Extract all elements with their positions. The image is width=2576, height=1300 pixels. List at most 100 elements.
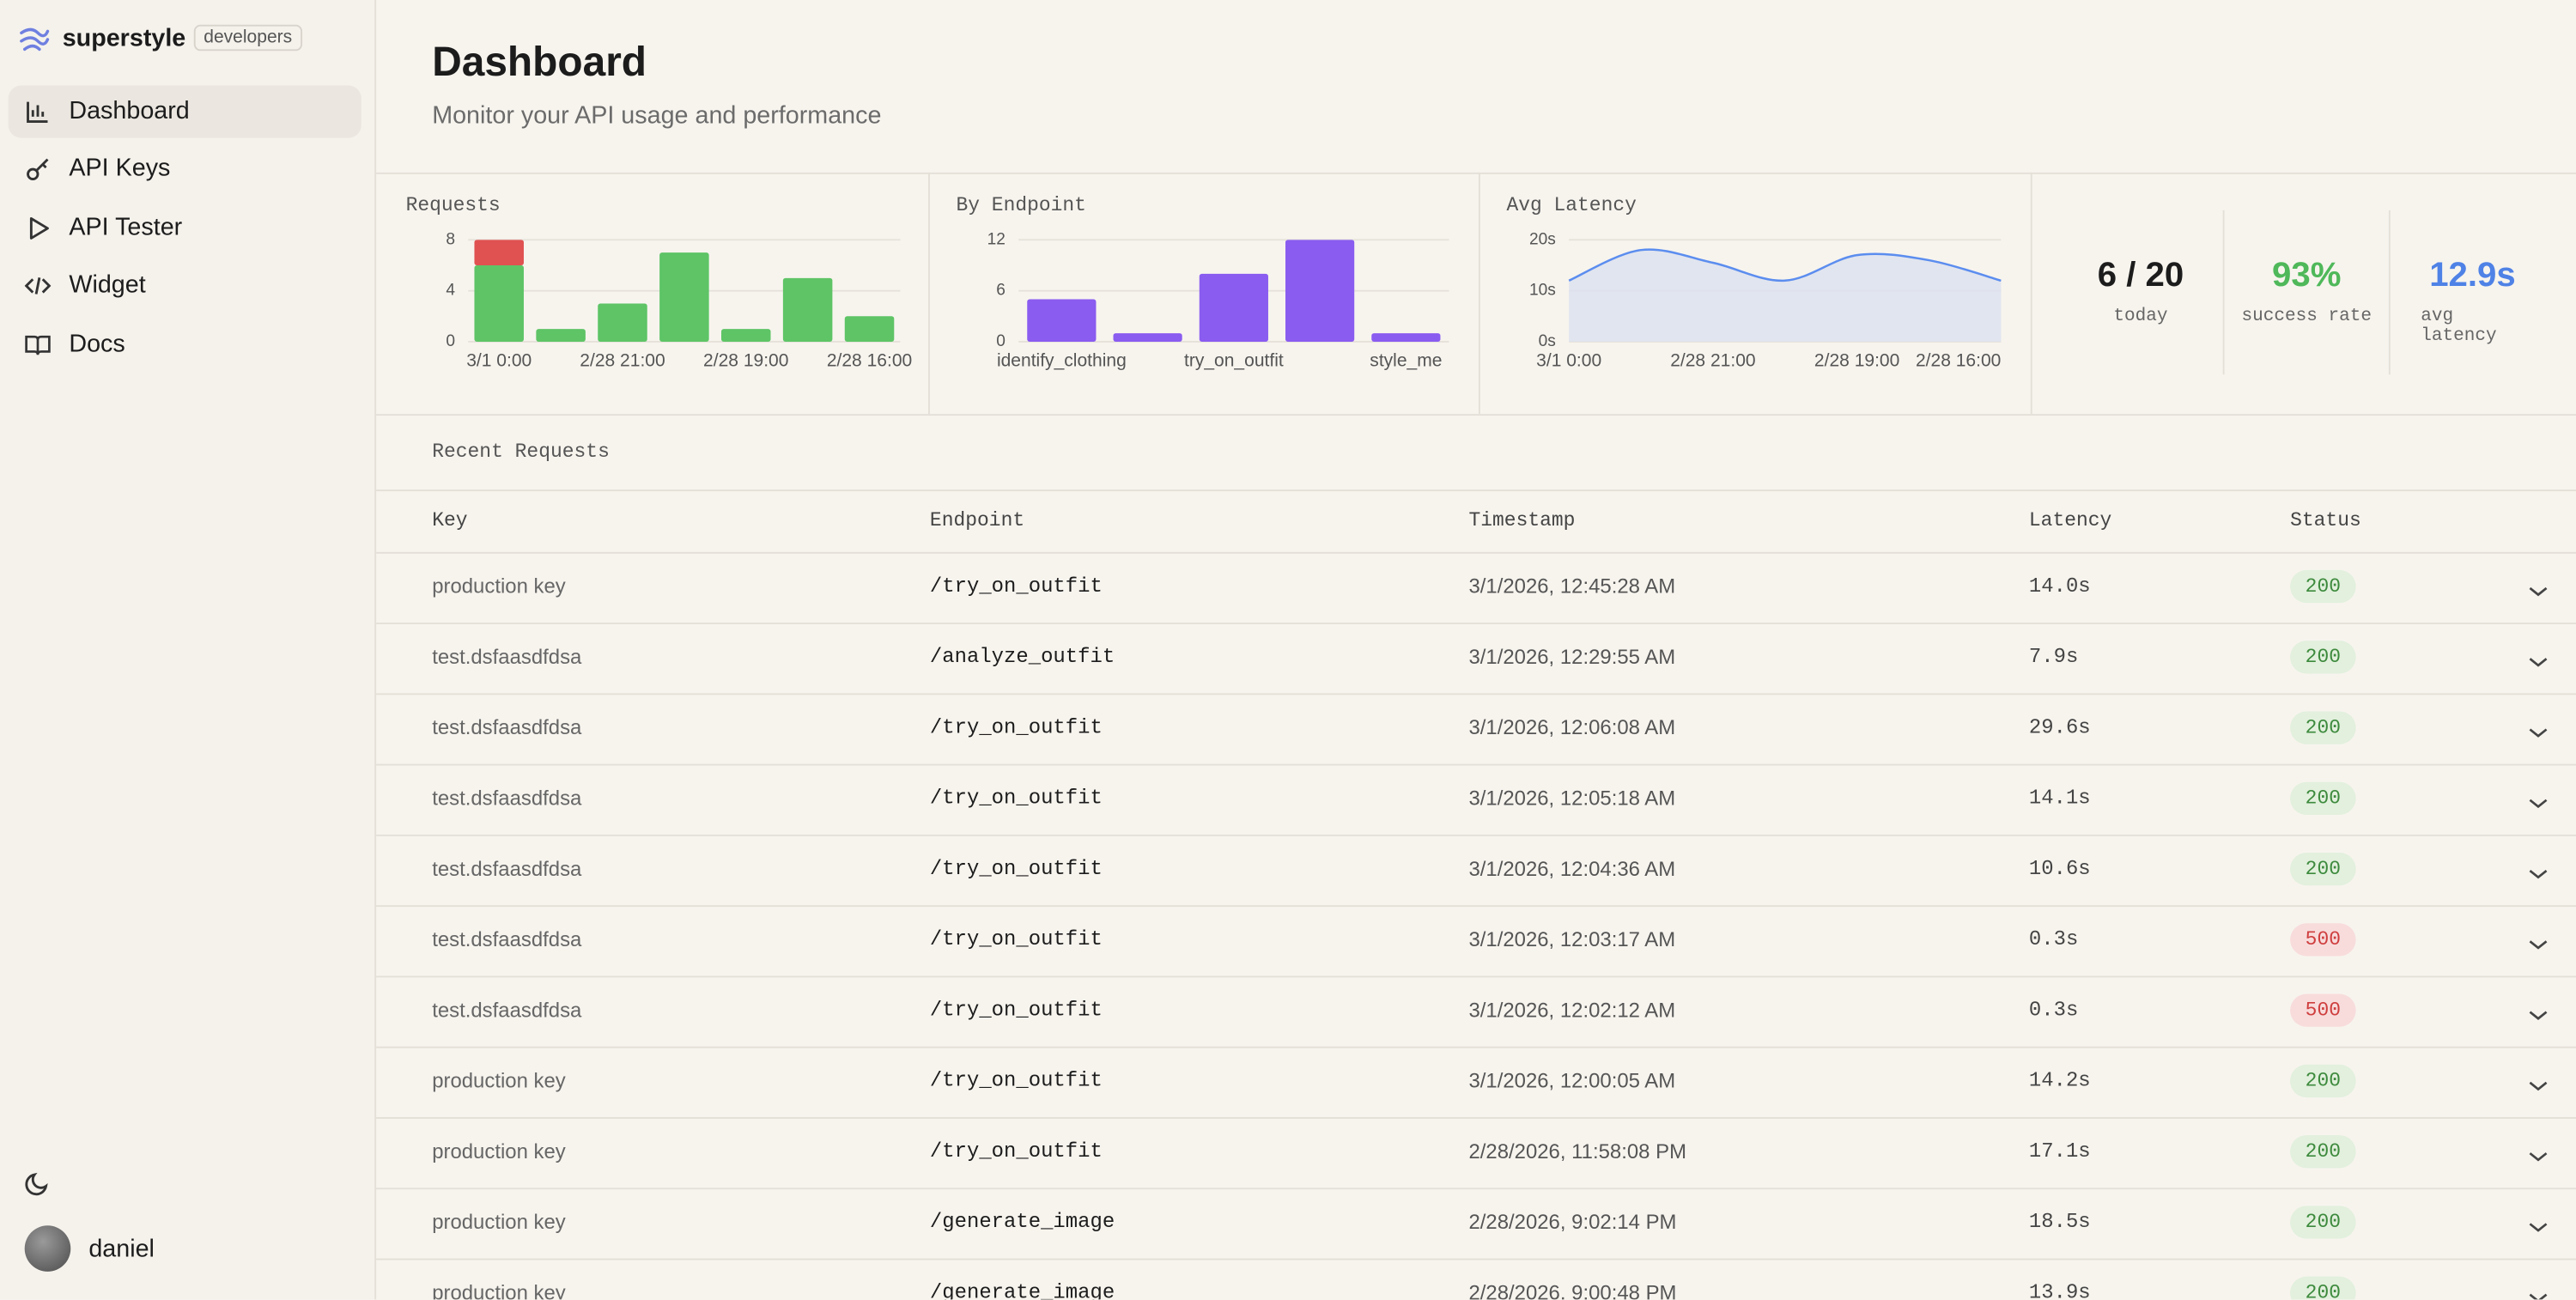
cell-timestamp: 2/28/2026, 11:58:08 PM	[1468, 1139, 1687, 1163]
chevron	[2529, 1223, 2548, 1232]
cell-latency: 0.3s	[2028, 927, 2079, 951]
nav-item[interactable]: API Tester	[9, 202, 361, 254]
divider	[2222, 210, 2225, 375]
cell-timestamp: 3/1/2026, 12:29:55 AM	[1468, 645, 1676, 669]
icon	[27, 158, 49, 180]
column-header: Status	[2290, 509, 2361, 532]
stat-label: today	[2113, 307, 2168, 327]
divider	[1478, 172, 1480, 415]
stat-value: 12.9s	[2429, 256, 2516, 295]
cell-endpoint: /try_on_outfit	[929, 999, 1103, 1023]
icon	[29, 217, 49, 240]
divider	[376, 905, 2576, 908]
status-pill: 200	[2290, 1064, 2356, 1098]
cell-latency: 14.0s	[2028, 574, 2091, 598]
x-tick-label: 2/28 21:00	[1670, 350, 1755, 370]
y-tick-label: 0s	[1539, 332, 1556, 350]
cell-key: production key	[432, 1069, 566, 1093]
expand-toggle[interactable]	[2529, 1144, 2549, 1162]
nav-label: Widget	[69, 270, 146, 300]
bar	[598, 303, 647, 342]
bar	[474, 240, 524, 265]
divider	[376, 489, 2576, 492]
stat-value: 93%	[2272, 256, 2342, 295]
cell-key: test.dsfaasdfdsa	[432, 716, 582, 739]
chevron	[2529, 1081, 2548, 1091]
divider	[376, 763, 2576, 766]
bar	[1113, 333, 1182, 342]
bar	[474, 264, 524, 342]
x-tick-label: 2/28 16:00	[1916, 350, 2001, 370]
expand-toggle[interactable]	[2529, 861, 2549, 879]
badge: developers	[193, 24, 302, 52]
theme-toggle[interactable]	[25, 1169, 52, 1196]
divider	[376, 1117, 2576, 1119]
y-tick-label: 12	[987, 230, 1005, 248]
x-tick-label: 2/28 19:00	[1814, 350, 1899, 370]
nav-item[interactable]: Widget	[9, 259, 361, 312]
cell-endpoint: /try_on_outfit	[929, 1069, 1103, 1093]
area	[1569, 249, 2002, 342]
cell-endpoint: /try_on_outfit	[929, 857, 1103, 881]
y-tick-label: 0	[996, 332, 1005, 350]
cell-timestamp: 3/1/2026, 12:05:18 AM	[1468, 787, 1676, 811]
column-header: Latency	[2028, 509, 2112, 532]
chart-title: By Endpoint	[957, 194, 1086, 216]
expand-toggle[interactable]	[2529, 790, 2549, 809]
column-header: Endpoint	[929, 509, 1025, 532]
y-tick-label: 4	[446, 282, 455, 300]
status-pill: 200	[2290, 1276, 2356, 1300]
y-tick-label: 20s	[1529, 230, 1556, 248]
expand-toggle[interactable]	[2529, 1285, 2549, 1300]
nav-item[interactable]: Dashboard	[8, 85, 361, 138]
cell-latency: 10.6s	[2028, 857, 2091, 881]
nav-item[interactable]: Docs	[9, 319, 361, 371]
cell-timestamp: 3/1/2026, 12:00:05 AM	[1468, 1069, 1676, 1093]
divider	[2030, 172, 2032, 415]
status-pill: 200	[2290, 781, 2356, 815]
cell-timestamp: 2/28/2026, 9:00:48 PM	[1468, 1281, 1677, 1300]
bar	[659, 252, 709, 342]
expand-toggle[interactable]	[2529, 649, 2549, 667]
column-header: Timestamp	[1468, 509, 1576, 532]
bar	[844, 316, 895, 342]
y-tick-label: 0	[446, 332, 455, 350]
cell-endpoint: /try_on_outfit	[929, 716, 1103, 739]
table-title: Recent Requests	[432, 440, 610, 464]
bar	[1285, 240, 1355, 342]
x-tick-label: identify_clothing	[997, 350, 1127, 370]
expand-toggle[interactable]	[2529, 1002, 2549, 1020]
x-tick-label: 2/28 19:00	[703, 350, 788, 370]
expand-toggle[interactable]	[2529, 720, 2549, 738]
y-tick-label: 10s	[1529, 282, 1556, 300]
x-tick-label: 3/1 0:00	[466, 350, 532, 370]
cell-key: test.dsfaasdfdsa	[432, 857, 582, 881]
cell-latency: 17.1s	[2028, 1139, 2091, 1163]
divider	[376, 1258, 2576, 1261]
charts: Requests 0 4 8 3/1 0:00 2/28 21:00 2/28 19:00 2…	[406, 194, 2002, 370]
expand-toggle[interactable]	[2529, 1072, 2549, 1091]
cell-latency: 14.1s	[2028, 787, 2091, 811]
divider	[376, 834, 2576, 836]
status-pill: 500	[2290, 923, 2356, 957]
divider	[376, 693, 2576, 696]
cell-timestamp: 3/1/2026, 12:03:17 AM	[1468, 927, 1676, 951]
nav-item[interactable]: API Keys	[9, 143, 361, 195]
y-tick-label: 8	[446, 230, 455, 248]
nav-label: Dashboard	[69, 96, 190, 125]
nav-label: API Keys	[69, 154, 171, 183]
cell-latency: 29.6s	[2028, 716, 2091, 739]
divider	[376, 414, 2576, 416]
expand-toggle[interactable]	[2529, 932, 2549, 950]
divider	[376, 172, 2576, 174]
status-pill: 200	[2290, 852, 2356, 886]
status-pill: 500	[2290, 993, 2356, 1027]
expand-toggle[interactable]	[2529, 578, 2549, 597]
avatar[interactable]	[24, 1225, 71, 1272]
cell-endpoint: /generate_image	[929, 1211, 1115, 1234]
cell-latency: 0.3s	[2028, 999, 2079, 1023]
expand-toggle[interactable]	[2529, 1214, 2549, 1232]
chevron	[2529, 799, 2548, 809]
